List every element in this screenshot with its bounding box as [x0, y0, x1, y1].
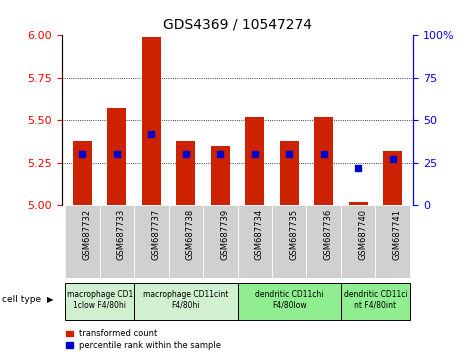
- Text: GSM687733: GSM687733: [117, 209, 126, 260]
- Bar: [306, 205, 341, 278]
- Text: GSM687741: GSM687741: [392, 209, 401, 260]
- Bar: [107, 108, 126, 205]
- Text: GSM687732: GSM687732: [83, 209, 91, 260]
- Text: GSM687734: GSM687734: [255, 209, 264, 260]
- Text: macrophage CD1
1clow F4/80hi: macrophage CD1 1clow F4/80hi: [66, 290, 133, 309]
- Text: ▶: ▶: [47, 295, 53, 304]
- Bar: [134, 205, 169, 278]
- Text: cell type: cell type: [2, 295, 41, 304]
- Bar: [349, 202, 368, 205]
- Bar: [383, 151, 402, 205]
- Text: GSM687740: GSM687740: [358, 209, 367, 260]
- Bar: [142, 37, 161, 205]
- Text: dendritic CD11ci
nt F4/80int: dendritic CD11ci nt F4/80int: [343, 290, 407, 309]
- Bar: [341, 205, 375, 278]
- Text: GSM687736: GSM687736: [323, 209, 332, 260]
- Bar: [65, 284, 134, 320]
- Bar: [65, 205, 100, 278]
- Text: dendritic CD11chi
F4/80low: dendritic CD11chi F4/80low: [255, 290, 323, 309]
- Bar: [238, 205, 272, 278]
- Bar: [280, 141, 299, 205]
- Bar: [203, 205, 238, 278]
- Title: GDS4369 / 10547274: GDS4369 / 10547274: [163, 17, 312, 32]
- Text: GSM687739: GSM687739: [220, 209, 229, 260]
- Bar: [73, 141, 92, 205]
- Text: GSM687737: GSM687737: [152, 209, 161, 260]
- Bar: [100, 205, 134, 278]
- Bar: [314, 117, 333, 205]
- Bar: [176, 141, 195, 205]
- Bar: [134, 284, 238, 320]
- Text: macrophage CD11cint
F4/80hi: macrophage CD11cint F4/80hi: [143, 290, 228, 309]
- Bar: [169, 205, 203, 278]
- Bar: [375, 205, 410, 278]
- Text: GSM687738: GSM687738: [186, 209, 195, 260]
- Bar: [341, 284, 410, 320]
- Bar: [245, 117, 264, 205]
- Bar: [272, 205, 306, 278]
- Legend: transformed count, percentile rank within the sample: transformed count, percentile rank withi…: [66, 329, 221, 350]
- Bar: [238, 284, 341, 320]
- Bar: [211, 146, 230, 205]
- Text: GSM687735: GSM687735: [289, 209, 298, 260]
